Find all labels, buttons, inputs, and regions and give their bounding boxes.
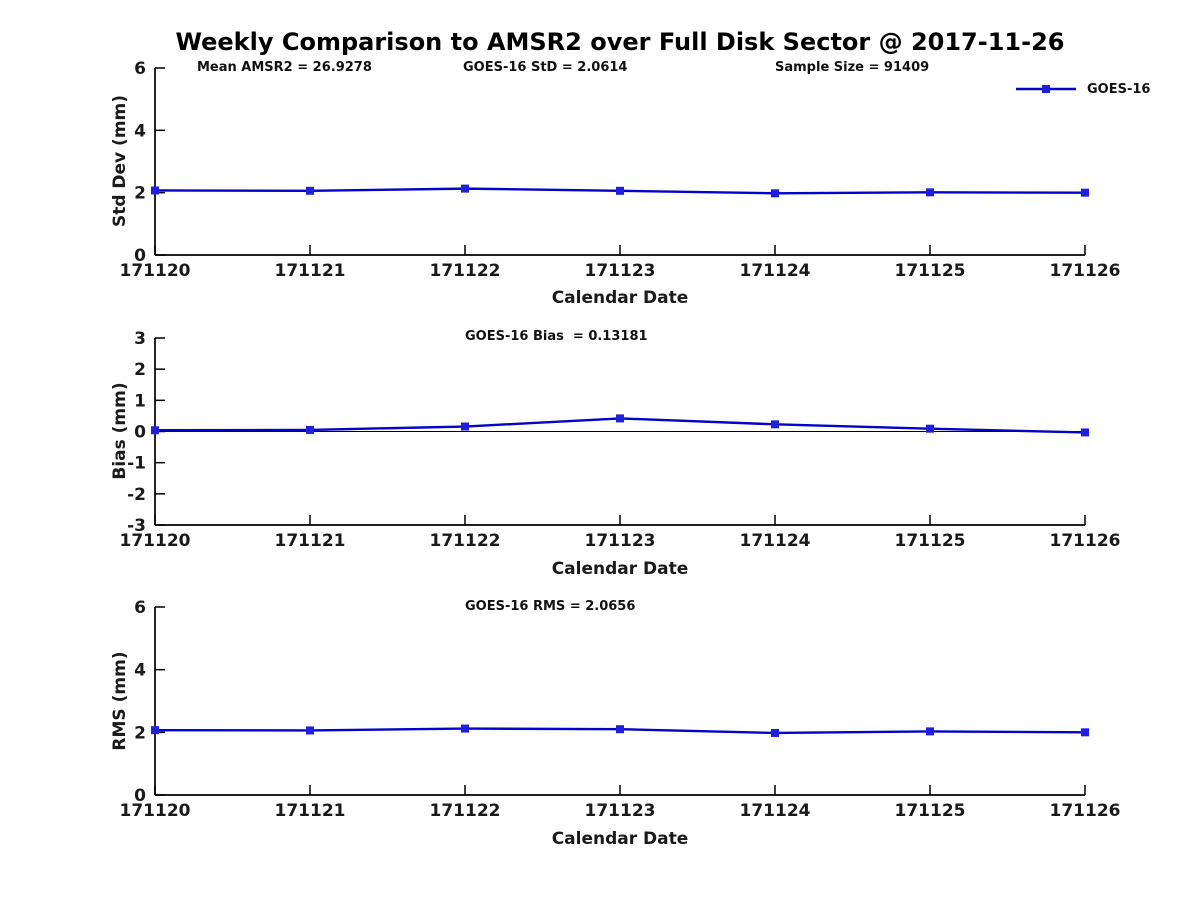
bias-subplot: -3 -2 -1 0 1 2 3 171120 171121 171122 171123 171124…: [120, 329, 1121, 551]
x-axis-label-stddev: Calendar Date: [551, 288, 689, 308]
x-tick-label: 171121: [275, 261, 346, 281]
y-tick-label: 2: [134, 360, 146, 380]
x-tick-label: 171120: [120, 261, 191, 281]
x-tick-label: 171126: [1050, 261, 1121, 281]
x-tick-label: 171120: [120, 531, 191, 551]
x-tick-label: 171125: [895, 801, 966, 821]
y-tick-label: 3: [134, 329, 146, 349]
x-tick-label: 171122: [430, 801, 501, 821]
x-tick-label: 171124: [740, 801, 811, 821]
rms-subplot: 0 2 4 6 171120 171121 171122 171123 171124 171125…: [120, 598, 1121, 821]
y-tick-label: 2: [134, 184, 146, 204]
rms-data-marker: [926, 727, 934, 736]
rms-data-marker: [771, 728, 779, 737]
rms-data-marker: [1081, 728, 1089, 737]
std-dev-data-marker: [306, 186, 314, 195]
rms-data-marker: [306, 726, 314, 735]
x-axis-label-bias: Calendar Date: [551, 559, 689, 579]
y-tick-label: 0: [134, 246, 146, 266]
std-dev-data-marker: [151, 186, 159, 195]
legend-label: GOES-16: [1087, 81, 1151, 97]
x-tick-label: 171125: [895, 531, 966, 551]
bias-data-marker: [926, 424, 934, 433]
std-dev-data-marker: [771, 189, 779, 198]
x-tick-label: 171124: [740, 531, 811, 551]
x-tick-label: 171121: [275, 531, 346, 551]
annotation-goes16-std: GOES-16 StD = 2.0614: [463, 60, 628, 75]
x-tick-label: 171122: [430, 261, 501, 281]
y-tick-label: 1: [134, 391, 146, 411]
rms-data-marker: [461, 724, 469, 733]
std-dev-data-marker: [1081, 188, 1089, 197]
annotation-sample-size: Sample Size = 91409: [775, 60, 930, 75]
annotation-goes16-rms: GOES-16 RMS = 2.0656: [465, 599, 636, 614]
x-tick-label: 171124: [740, 261, 811, 281]
x-tick-label: 171123: [585, 531, 656, 551]
bias-data-marker: [1081, 428, 1089, 437]
std-dev-subplot: 0 2 4 6 171120 171121 171122 171123 171124 171125…: [120, 59, 1121, 281]
rms-data-marker: [151, 726, 159, 735]
x-tick-label: 171125: [895, 261, 966, 281]
x-tick-label: 171122: [430, 531, 501, 551]
bias-data-marker: [616, 414, 624, 423]
legend: GOES-16: [1014, 80, 1150, 98]
y-tick-label: -3: [127, 516, 146, 536]
y-tick-label: 4: [134, 121, 146, 141]
std-dev-data-marker: [926, 188, 934, 197]
bias-data-marker: [461, 422, 469, 431]
y-tick-label: -1: [127, 454, 146, 474]
x-tick-label: 171126: [1050, 531, 1121, 551]
bias-data-marker: [151, 426, 159, 435]
x-tick-label: 171120: [120, 801, 191, 821]
y-tick-label: 6: [134, 598, 146, 618]
annotation-goes16-bias: GOES-16 Bias = 0.13181: [465, 329, 648, 344]
x-tick-label: 171126: [1050, 801, 1121, 821]
legend-line-sample: [1016, 85, 1076, 93]
y-tick-label: 4: [134, 661, 146, 681]
std-dev-data-marker: [461, 184, 469, 193]
annotation-mean-amsr2: Mean AMSR2 = 26.9278: [197, 60, 372, 75]
bias-data-marker: [771, 420, 779, 429]
figure-title: Weekly Comparison to AMSR2 over Full Dis…: [175, 28, 1065, 56]
y-tick-label: 0: [134, 423, 146, 443]
y-tick-label: 0: [134, 786, 146, 806]
y-tick-label: 6: [134, 59, 146, 79]
rms-data-marker: [616, 725, 624, 734]
y-tick-label: 2: [134, 723, 146, 743]
x-axis-label-rms: Calendar Date: [551, 829, 689, 849]
std-dev-data-marker: [616, 186, 624, 195]
y-tick-label: -2: [127, 485, 146, 505]
x-tick-label: 171123: [585, 261, 656, 281]
bias-data-marker: [306, 425, 314, 434]
x-tick-label: 171121: [275, 801, 346, 821]
x-tick-label: 171123: [585, 801, 656, 821]
